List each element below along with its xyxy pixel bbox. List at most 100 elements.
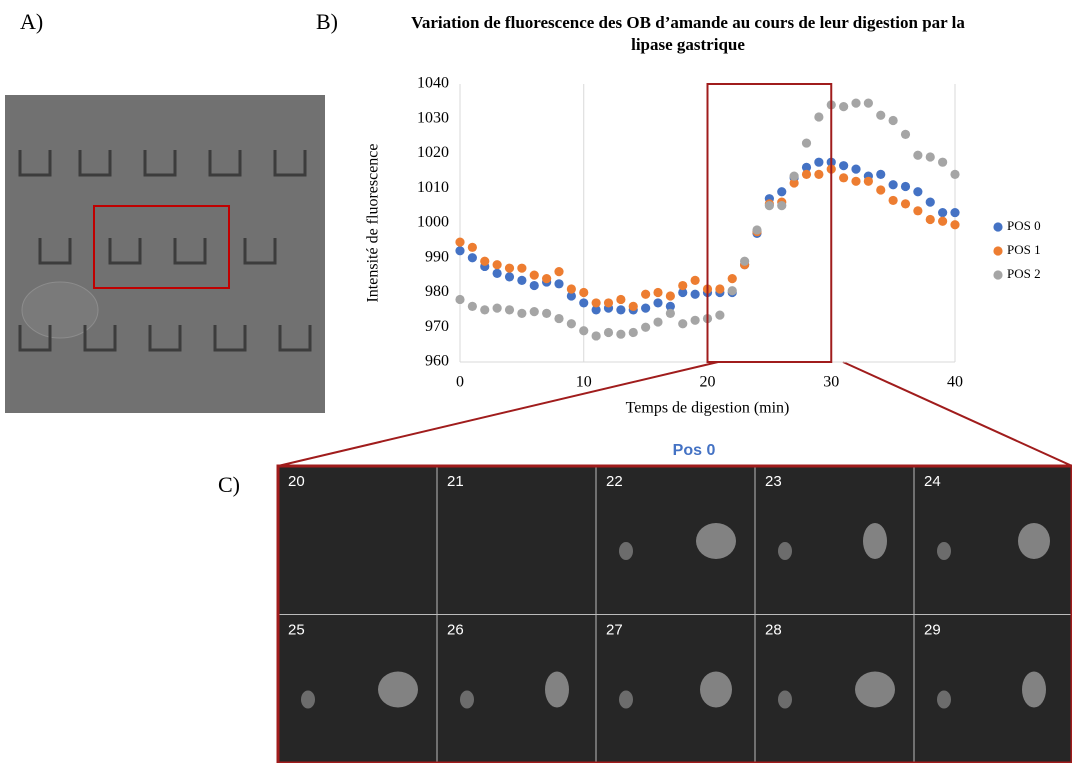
data-point — [839, 101, 849, 112]
fluorescent-spot — [778, 690, 792, 709]
data-point — [764, 201, 774, 211]
data-point — [777, 201, 787, 211]
y-axis-label: Intensité de fluorescence — [365, 143, 382, 302]
data-point — [715, 284, 725, 294]
legend-label: POS 1 — [1007, 242, 1041, 257]
data-point — [517, 263, 527, 273]
data-point — [715, 310, 725, 320]
legend-marker — [993, 222, 1003, 232]
data-point — [480, 256, 490, 266]
data-point — [727, 286, 737, 296]
data-point — [665, 301, 675, 311]
highlight-box — [706, 83, 833, 363]
frame-label: 23 — [765, 473, 782, 490]
data-point — [876, 185, 886, 195]
data-point — [517, 308, 527, 318]
data-point — [678, 319, 688, 329]
frame-border — [276, 464, 1072, 763]
frame-image — [436, 614, 597, 763]
fluorescent-spot — [619, 542, 633, 560]
data-point — [641, 289, 651, 299]
data-point — [678, 280, 688, 291]
panel-label: C) — [218, 472, 240, 497]
data-point — [566, 291, 576, 301]
data-point — [641, 322, 651, 332]
fluorescent-spot — [1018, 523, 1050, 559]
data-point — [938, 216, 948, 226]
data-point — [616, 305, 626, 315]
data-point — [863, 98, 873, 108]
fluorescent-spot — [545, 671, 569, 708]
frame-label: 27 — [606, 621, 623, 638]
data-point — [740, 256, 750, 266]
data-point — [591, 331, 601, 341]
data-point — [789, 171, 799, 181]
frame-label: 24 — [924, 473, 941, 490]
legend-label: POS 2 — [1007, 266, 1041, 281]
fluorescent-spot — [619, 690, 633, 709]
data-point — [603, 298, 614, 308]
fluorescent-spot — [378, 671, 418, 708]
data-point — [542, 308, 552, 318]
data-point — [603, 327, 614, 338]
data-point — [504, 263, 515, 273]
data-point — [950, 207, 960, 218]
data-point — [492, 303, 502, 313]
y-tick-label: 980 — [425, 283, 449, 300]
frame-image — [277, 465, 438, 615]
fluorescent-spot — [863, 523, 887, 559]
data-point — [467, 242, 477, 252]
x-tick-label: 10 — [576, 374, 592, 391]
data-point — [665, 291, 675, 301]
data-point — [851, 164, 861, 174]
data-point — [529, 280, 539, 291]
x-tick-label: 20 — [700, 374, 716, 391]
data-point — [925, 197, 935, 207]
data-point — [492, 260, 502, 270]
data-point — [801, 169, 812, 179]
data-point — [678, 287, 688, 298]
data-point — [863, 176, 873, 186]
fluorescent-spot — [855, 671, 895, 708]
y-tick-label: 1030 — [417, 109, 449, 126]
data-point — [616, 294, 626, 305]
data-point — [900, 129, 911, 139]
data-point — [777, 187, 787, 197]
y-tick-label: 970 — [425, 318, 449, 335]
data-point — [455, 294, 465, 305]
data-point — [950, 220, 960, 230]
data-point — [455, 246, 465, 256]
data-point — [542, 274, 552, 284]
data-point — [814, 157, 824, 167]
fluorescent-spot — [700, 671, 732, 708]
data-point — [851, 98, 861, 108]
data-point — [727, 274, 737, 284]
frame-label: 21 — [447, 473, 464, 490]
data-point — [925, 214, 935, 225]
fluorescent-spot — [937, 542, 951, 560]
data-point — [690, 289, 700, 299]
chart-title: Variation de fluorescence des OB d’amand… — [411, 13, 965, 54]
panel-label: A) — [20, 9, 43, 34]
legend-label: POS 0 — [1007, 218, 1041, 233]
x-tick-label: 40 — [947, 374, 963, 391]
data-point — [814, 112, 824, 122]
data-point — [554, 267, 564, 277]
x-tick-label: 0 — [456, 374, 464, 391]
data-point — [566, 319, 576, 329]
zoom-title: Pos 0 — [673, 442, 716, 459]
panel-label: B) — [316, 9, 338, 34]
x-tick-label: 30 — [823, 374, 839, 391]
chart: 0 10 20 30 409609709809901000101010201030104… — [365, 75, 1041, 417]
data-point — [839, 161, 849, 171]
fluorescent-spot — [460, 690, 474, 709]
data-point — [566, 284, 576, 294]
data-point — [504, 305, 515, 315]
data-point — [876, 169, 886, 179]
data-point — [591, 298, 601, 308]
data-point — [925, 152, 935, 162]
data-point — [579, 287, 589, 298]
data-point — [653, 317, 663, 327]
frame-label: 28 — [765, 621, 782, 638]
data-point — [938, 207, 948, 218]
